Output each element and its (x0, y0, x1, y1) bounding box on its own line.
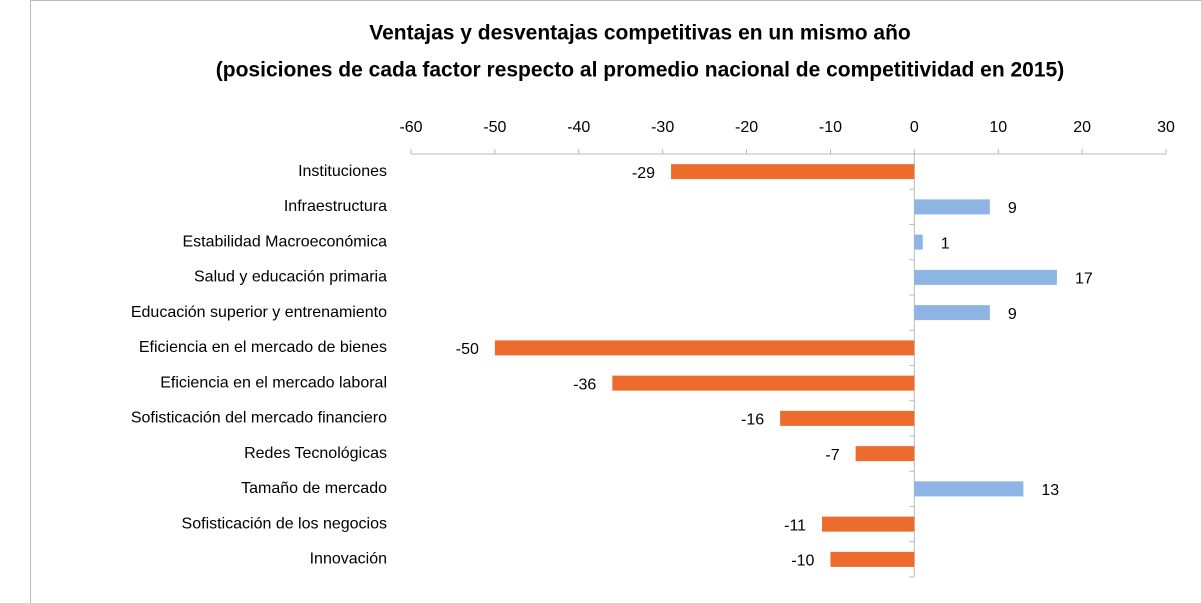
bar (914, 481, 1024, 497)
y-tick-label: Instituciones (298, 163, 387, 180)
y-tick-label: Eficiencia en el mercado laboral (160, 374, 387, 391)
y-tick-label: Eficiencia en el mercado de bienes (139, 339, 387, 356)
data-label: -11 (784, 517, 806, 534)
x-tick-label: -20 (735, 119, 758, 136)
bar (855, 446, 915, 462)
y-tick-label: Redes Tecnológicas (244, 445, 387, 462)
y-tick-label: Innovación (310, 551, 387, 568)
bar (494, 340, 915, 356)
bar (914, 199, 990, 215)
x-tick-label: -40 (567, 119, 590, 136)
data-label: -7 (825, 447, 839, 464)
data-label: -29 (632, 165, 655, 182)
y-tick-label: Tamaño de mercado (241, 480, 387, 497)
bar (822, 516, 915, 532)
data-label: -16 (741, 412, 764, 429)
x-tick-label: 20 (1073, 119, 1091, 136)
y-tick-label: Salud y educación primaria (194, 269, 387, 286)
bar (914, 305, 990, 321)
bar (671, 164, 915, 180)
data-label: 1 (941, 235, 950, 252)
y-tick-label: Educación superior y entrenamiento (131, 304, 387, 321)
x-tick-label: -50 (483, 119, 506, 136)
x-tick-label: -60 (399, 119, 422, 136)
x-tick-label: -10 (819, 119, 842, 136)
data-label: 13 (1041, 482, 1059, 499)
x-tick-label: 30 (1157, 119, 1175, 136)
y-tick-label: Sofisticación de los negocios (182, 515, 387, 532)
x-tick-label: 10 (989, 119, 1007, 136)
chart-subtitle: (posiciones de cada factor respecto al p… (216, 59, 1064, 82)
data-label: 9 (1008, 200, 1017, 217)
y-tick-label: Sofisticación del mercado financiero (131, 410, 387, 427)
data-label: -36 (573, 376, 596, 393)
bar (780, 410, 915, 426)
bar (612, 375, 915, 391)
y-tick-label: Infraestructura (284, 198, 387, 215)
bar (914, 234, 923, 250)
chart-title: Ventajas y desventajas competitivas en u… (369, 22, 911, 45)
x-tick-label: 0 (910, 119, 919, 136)
data-label: 9 (1008, 306, 1017, 323)
x-tick-label: -30 (651, 119, 674, 136)
data-label: -50 (456, 341, 479, 358)
bar (914, 269, 1057, 285)
data-label: 17 (1075, 271, 1093, 288)
chart-frame (30, 0, 1201, 603)
bar (830, 551, 915, 567)
y-tick-label: Estabilidad Macroeconómica (182, 233, 387, 250)
data-label: -10 (791, 553, 814, 570)
